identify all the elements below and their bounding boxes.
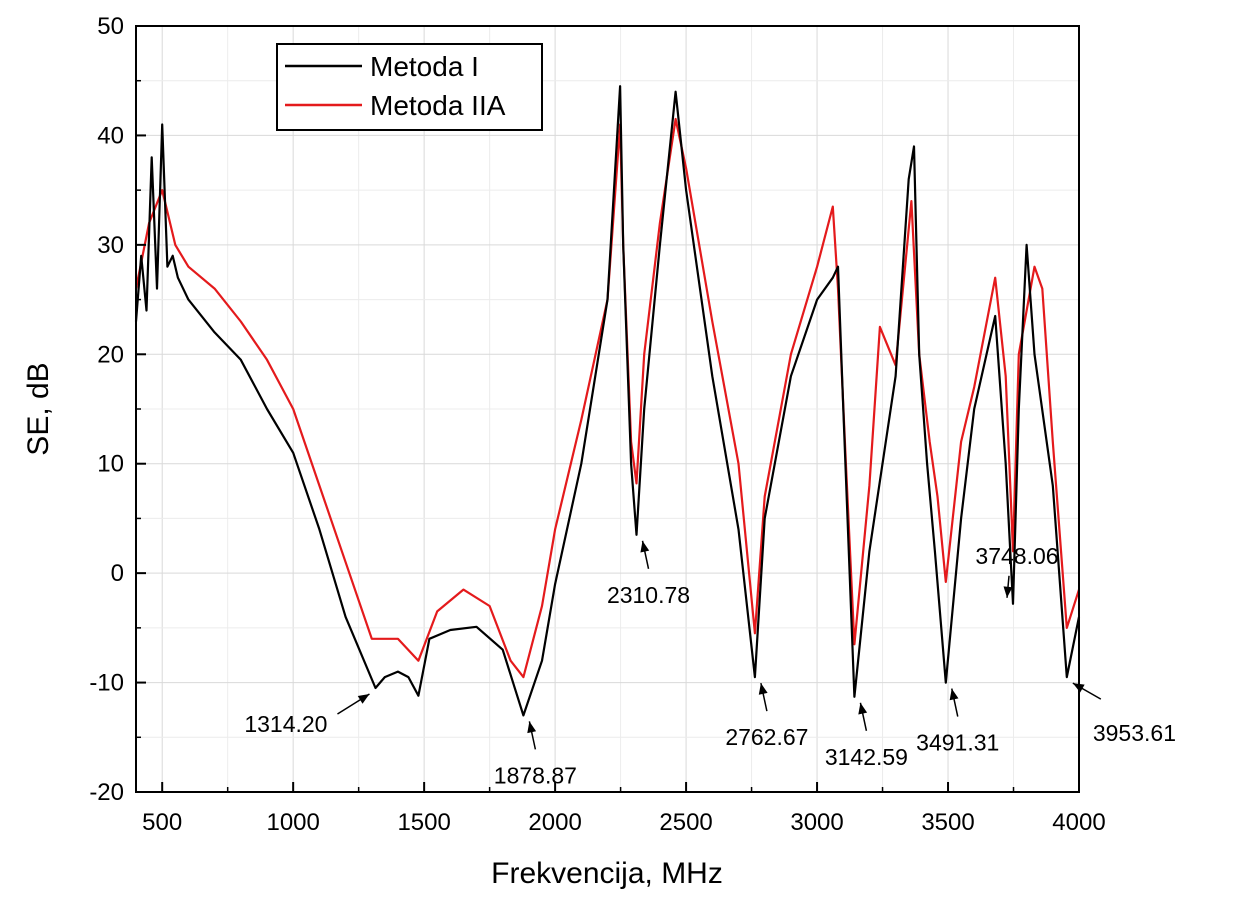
x-tick-label: 500 [142,809,182,836]
x-tick-label: 3000 [790,809,843,836]
y-tick-label: -20 [89,779,124,806]
annotation-label: 3748.06 [975,543,1058,569]
annotation-arrowhead [758,683,768,695]
annotation-label: 3953.61 [1093,720,1176,746]
x-tick-label: 1000 [266,809,319,836]
annotation-label: 2310.78 [607,582,690,608]
y-tick-label: 0 [111,560,124,587]
annotation-label: 2762.67 [725,724,808,750]
annotation-arrowhead [640,540,650,553]
annotation-label: 3142.59 [825,744,908,770]
series-line-metoda-i [134,85,1081,717]
annotation-arrowhead [1003,586,1013,598]
x-tick-label: 1500 [397,809,450,836]
x-axis-title: Frekvencija, MHz [491,857,723,890]
y-axis-title: SE, dB [22,362,55,455]
legend: Metoda I Metoda IIA [276,43,543,131]
y-tick-label: 20 [97,341,124,368]
legend-box [276,43,543,131]
y-tick-label: -10 [89,670,124,697]
legend-label-metoda-iia: Metoda IIA [370,90,506,121]
series-group [134,85,1081,717]
annotations: 1314.20 1878.87 2310.78 2762.67 3142.59 3491.… [244,540,1176,788]
legend-label-metoda-i: Metoda I [370,51,479,82]
x-tick-label: 3500 [921,809,974,836]
annotation-arrowhead [949,688,959,701]
x-tick-label: 4000 [1052,809,1105,836]
annotation-arrowhead [1072,683,1085,693]
annotation-label: 1314.20 [244,711,327,737]
y-tick-label: 50 [97,13,124,40]
annotation-arrowhead [858,702,868,715]
x-tick-label: 2000 [528,809,581,836]
x-tick-label: 2500 [659,809,712,836]
axis-ticks: 500 1000 1500 2000 2500 3000 3500 4000 -20 -10 0 10… [89,13,1105,836]
y-tick-label: 40 [97,122,124,149]
annotation-label: 1878.87 [494,762,577,788]
annotation-arrowhead [527,721,537,734]
annotation-label: 3491.31 [916,730,999,756]
annotation-arrowhead [357,694,370,704]
y-tick-label: 30 [97,232,124,259]
y-tick-label: 10 [97,451,124,478]
